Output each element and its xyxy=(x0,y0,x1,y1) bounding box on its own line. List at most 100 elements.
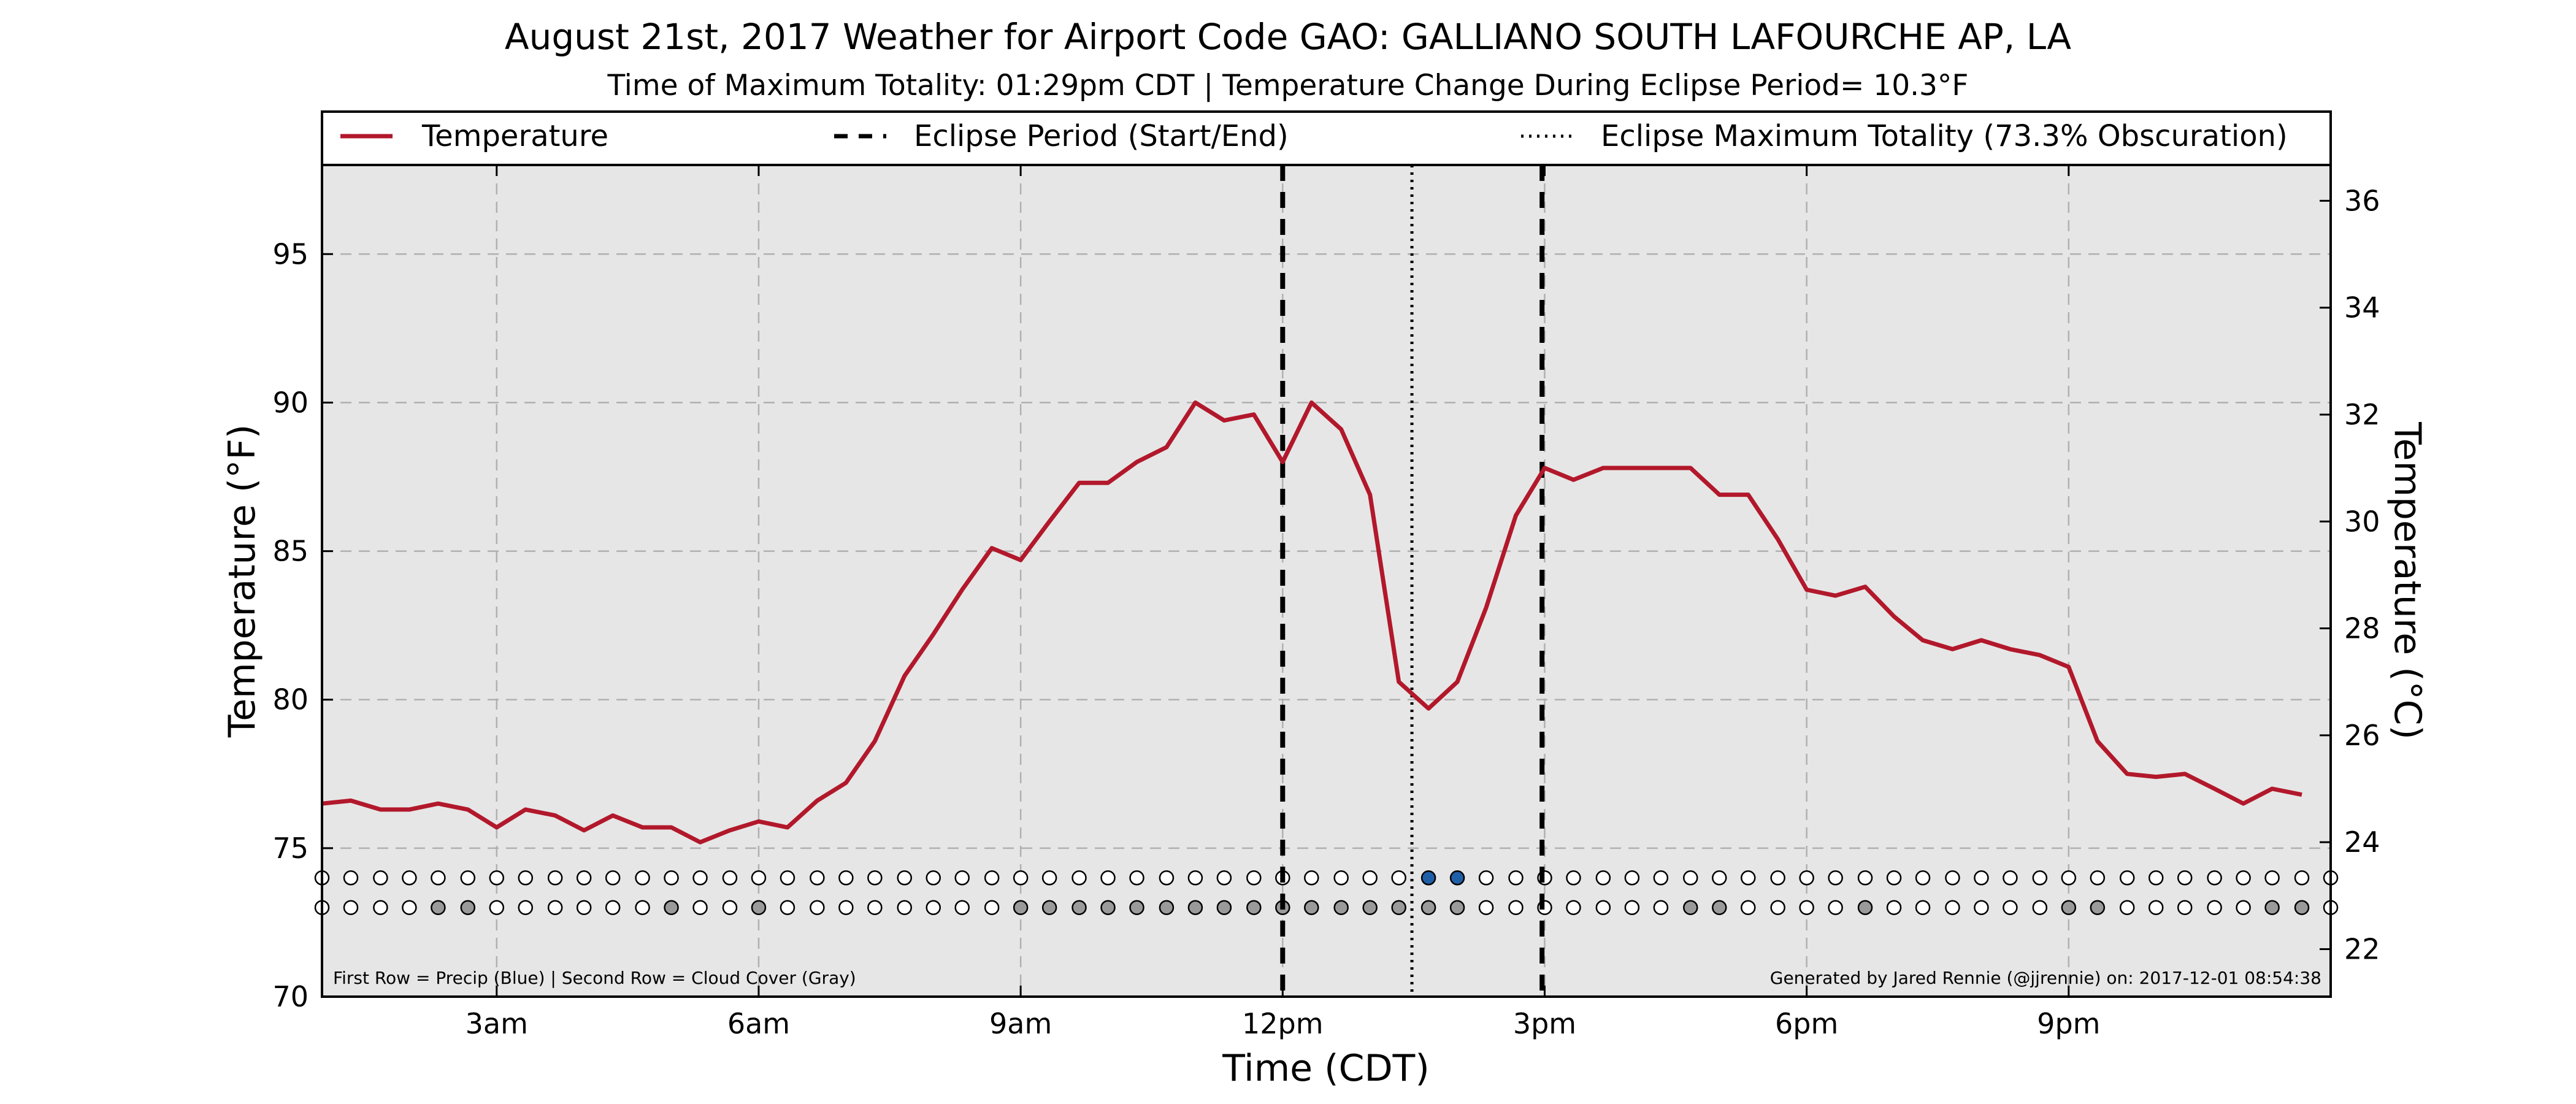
x-axis-label: Time (CDT) xyxy=(1222,1047,1429,1090)
precip-marker xyxy=(1449,870,1465,886)
precip-marker xyxy=(897,870,912,886)
cloud-cover-marker xyxy=(343,900,359,915)
y-axis-right-label: Temperature (°C) xyxy=(2386,421,2429,740)
precip-marker xyxy=(692,870,708,886)
precip-marker xyxy=(1683,870,1698,886)
precip-marker xyxy=(343,870,359,886)
cloud-cover-marker xyxy=(838,900,854,915)
cloud-cover-marker xyxy=(576,900,592,915)
precip-marker xyxy=(1595,870,1611,886)
cloud-cover-marker xyxy=(2264,900,2280,915)
precip-marker xyxy=(518,870,534,886)
precip-marker xyxy=(1857,870,1873,886)
cloud-cover-marker xyxy=(1683,900,1698,915)
cloud-cover-marker xyxy=(1595,900,1611,915)
precip-marker xyxy=(1071,870,1087,886)
cloud-cover-marker xyxy=(1362,900,1378,915)
cloud-cover-marker xyxy=(460,900,476,915)
y-tick-label-right: 28 xyxy=(2344,612,2380,645)
precip-marker xyxy=(1333,870,1349,886)
precip-marker xyxy=(1886,870,1902,886)
precip-marker xyxy=(1246,870,1262,886)
y-axis-right-ticks: 22 24 26 28 30 32 34 36 xyxy=(2320,184,2380,965)
precip-marker xyxy=(1478,870,1494,886)
legend-label-temperature: Temperature xyxy=(421,119,608,153)
precip-marker xyxy=(810,870,825,886)
precip-marker xyxy=(751,870,767,886)
x-tick-label: 6am xyxy=(727,1007,790,1040)
cloud-cover-marker xyxy=(2177,900,2193,915)
cloud-cover-marker xyxy=(1741,900,1756,915)
precip-marker xyxy=(605,870,621,886)
cloud-cover-marker xyxy=(1653,900,1669,915)
precip-marker xyxy=(2119,870,2135,886)
precip-marker xyxy=(2207,870,2222,886)
y-tick-label-right: 24 xyxy=(2344,826,2380,859)
cloud-cover-marker xyxy=(1915,900,1931,915)
precip-marker xyxy=(431,870,446,886)
precip-marker xyxy=(2061,870,2077,886)
y-tick-label-right: 34 xyxy=(2344,291,2380,324)
legend-label-eclipse-max: Eclipse Maximum Totality (73.3% Obscurat… xyxy=(1601,119,2288,153)
y-tick-label-left: 95 xyxy=(272,237,309,270)
precip-marker xyxy=(780,870,795,886)
cloud-cover-marker xyxy=(2119,900,2135,915)
cloud-cover-marker xyxy=(1041,900,1057,915)
cloud-cover-marker xyxy=(954,900,970,915)
precip-marker xyxy=(1100,870,1116,886)
x-tick-label: 6pm xyxy=(1775,1007,1838,1040)
precip-marker xyxy=(1391,870,1406,886)
cloud-cover-marker xyxy=(2003,900,2018,915)
cloud-cover-marker xyxy=(1770,900,1785,915)
cloud-cover-marker xyxy=(2061,900,2077,915)
y-tick-label-right: 36 xyxy=(2344,184,2380,217)
cloud-cover-marker xyxy=(2032,900,2048,915)
y-axis-left-label: Temperature (°F) xyxy=(221,424,264,738)
precip-marker xyxy=(547,870,563,886)
cloud-cover-marker xyxy=(1624,900,1640,915)
precip-marker xyxy=(1129,870,1144,886)
cloud-cover-marker xyxy=(1857,900,1873,915)
footnote-right: Generated by Jared Rennie (@jjrennie) on… xyxy=(1770,968,2321,988)
precip-marker xyxy=(1741,870,1756,886)
cloud-cover-marker xyxy=(1071,900,1087,915)
cloud-cover-marker xyxy=(1391,900,1406,915)
precip-marker xyxy=(926,870,941,886)
cloud-cover-marker xyxy=(489,900,505,915)
cloud-cover-marker xyxy=(722,900,738,915)
plot-frame xyxy=(321,164,2332,998)
precip-marker xyxy=(1653,870,1669,886)
cloud-cover-marker xyxy=(1478,900,1494,915)
cloud-cover-marker xyxy=(692,900,708,915)
y-tick-label-right: 32 xyxy=(2344,398,2380,431)
cloud-cover-marker xyxy=(373,900,388,915)
cloud-cover-marker xyxy=(1159,900,1175,915)
cloud-cover-marker xyxy=(2236,900,2251,915)
precip-marker xyxy=(402,870,417,886)
cloud-cover-marker xyxy=(810,900,825,915)
y-tick-label-left: 80 xyxy=(272,683,309,716)
precip-marker xyxy=(1770,870,1785,886)
cloud-cover-marker xyxy=(635,900,650,915)
cloud-cover-marker xyxy=(1828,900,1843,915)
cloud-cover-marker xyxy=(1799,900,1814,915)
precip-marker xyxy=(635,870,650,886)
x-tick-label: 3pm xyxy=(1513,1007,1576,1040)
x-tick-label: 9pm xyxy=(2037,1007,2100,1040)
precip-marker xyxy=(2294,870,2310,886)
cloud-cover-marker xyxy=(751,900,767,915)
precip-marker xyxy=(664,870,679,886)
precip-marker xyxy=(1945,870,1960,886)
cloud-cover-marker xyxy=(547,900,563,915)
cloud-cover-marker xyxy=(1566,900,1581,915)
cloud-cover-marker xyxy=(518,900,534,915)
y-tick-label-left: 90 xyxy=(272,386,309,419)
precip-marker xyxy=(2090,870,2106,886)
cloud-cover-marker xyxy=(402,900,417,915)
legend-box xyxy=(321,110,2332,166)
precip-marker xyxy=(722,870,738,886)
cloud-cover-marker xyxy=(1013,900,1029,915)
cloud-cover-marker xyxy=(897,900,912,915)
cloud-cover-marker xyxy=(1304,900,1319,915)
x-tick-label: 12pm xyxy=(1242,1007,1324,1040)
